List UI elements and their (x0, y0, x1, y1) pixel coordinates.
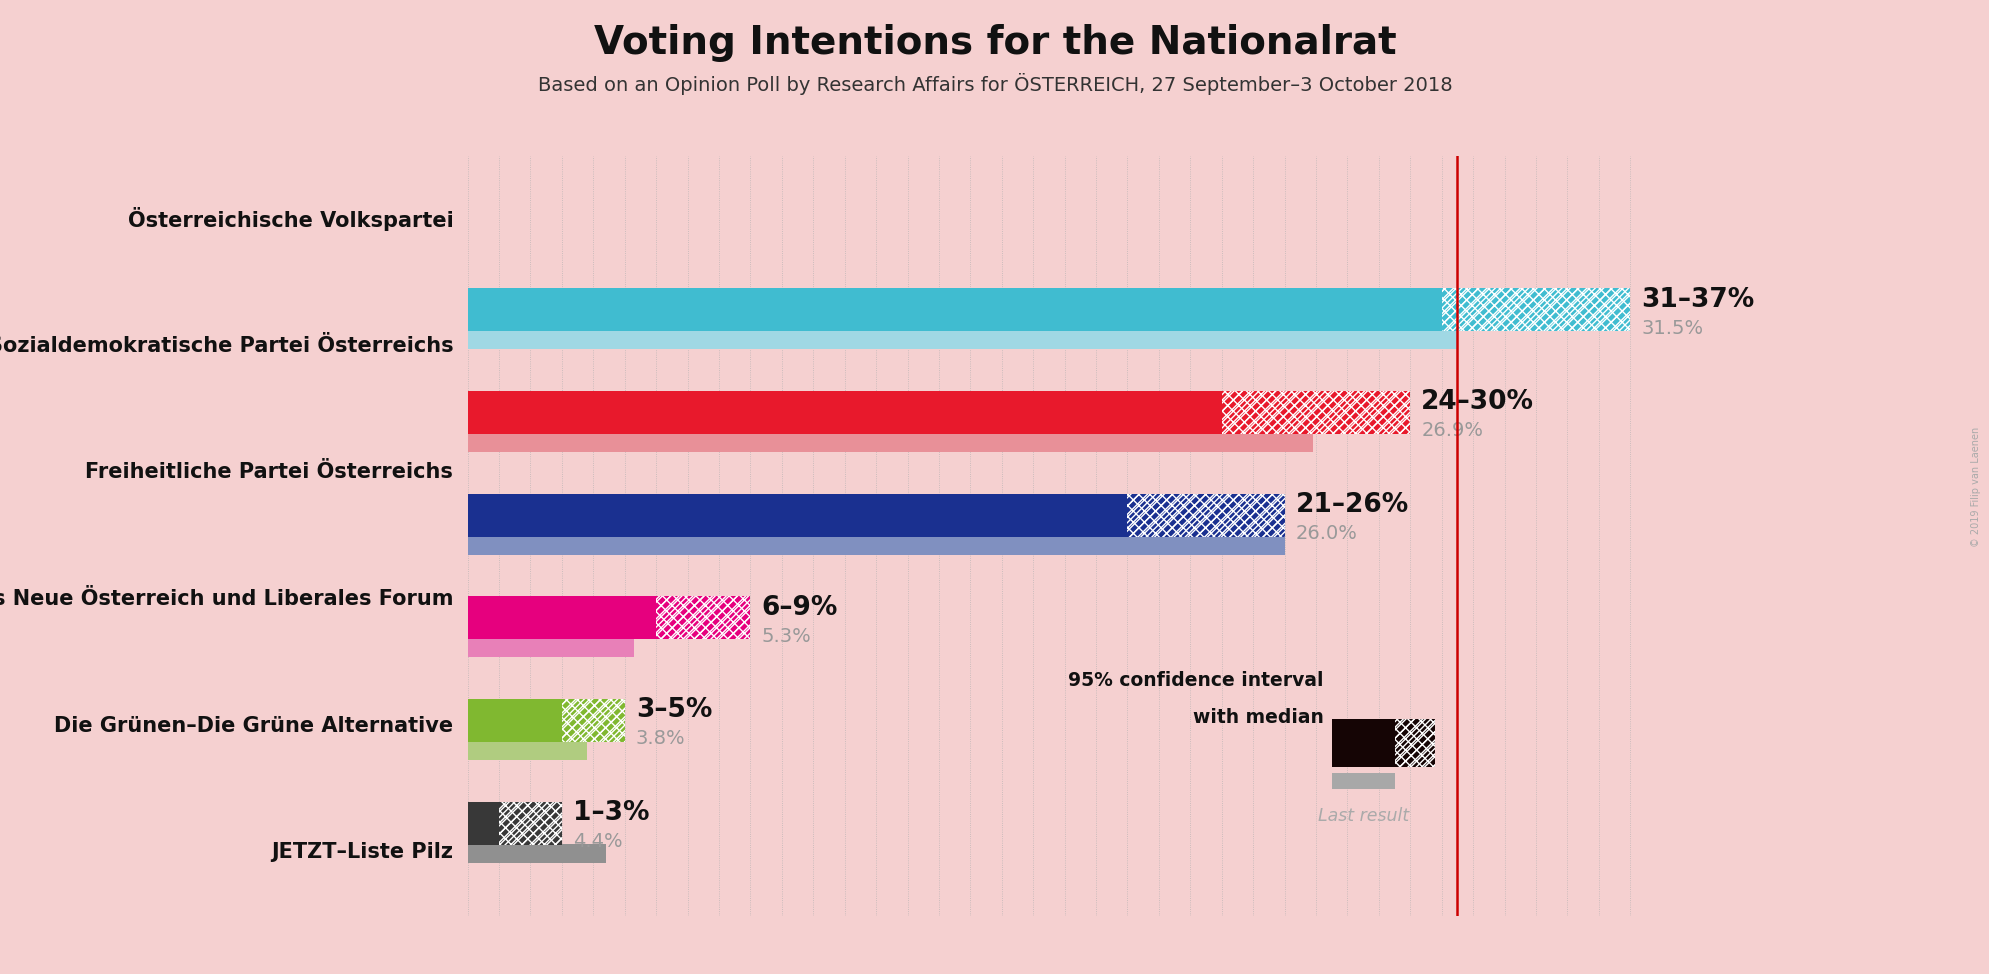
Text: 4.4%: 4.4% (573, 832, 623, 851)
Bar (467, 639, 634, 657)
Bar (561, 699, 625, 742)
Text: Österreichische Volkspartei: Österreichische Volkspartei (127, 207, 453, 231)
Bar (656, 596, 750, 639)
Text: Freiheitliche Partei Österreichs: Freiheitliche Partei Österreichs (86, 463, 453, 482)
Bar (467, 331, 1456, 350)
Bar (467, 802, 499, 844)
Text: JETZT–Liste Pilz: JETZT–Liste Pilz (271, 843, 453, 862)
Bar (1394, 720, 1434, 767)
Bar (1331, 772, 1394, 789)
Text: with median: with median (1191, 708, 1323, 727)
Text: Die Grünen–Die Grüne Alternative: Die Grünen–Die Grüne Alternative (54, 716, 453, 735)
Text: 6–9%: 6–9% (762, 594, 837, 620)
Text: 26.0%: 26.0% (1295, 524, 1356, 543)
Text: Based on an Opinion Poll by Research Affairs for ÖSTERREICH, 27 September–3 Octo: Based on an Opinion Poll by Research Aff… (537, 73, 1452, 95)
Bar (467, 494, 1128, 537)
Bar (467, 844, 605, 863)
Text: Sozialdemokratische Partei Österreichs: Sozialdemokratische Partei Österreichs (0, 336, 453, 356)
Text: Voting Intentions for the Nationalrat: Voting Intentions for the Nationalrat (593, 24, 1396, 62)
Text: 26.9%: 26.9% (1420, 422, 1482, 440)
Text: 31.5%: 31.5% (1641, 318, 1703, 338)
Text: NEOS–Das Neue Österreich und Liberales Forum: NEOS–Das Neue Österreich und Liberales F… (0, 589, 453, 609)
Text: 3.8%: 3.8% (634, 730, 684, 748)
Bar (1221, 391, 1410, 434)
Bar (499, 802, 561, 844)
Bar (656, 596, 750, 639)
Bar (467, 391, 1221, 434)
Bar (656, 596, 750, 639)
Bar (467, 596, 656, 639)
Bar (561, 699, 625, 742)
Bar (467, 699, 561, 742)
Bar (1440, 288, 1629, 331)
Text: 1–3%: 1–3% (573, 800, 648, 826)
Bar (1128, 494, 1285, 537)
Bar (1440, 288, 1629, 331)
Bar (1221, 391, 1410, 434)
Bar (499, 802, 561, 844)
Bar (1331, 720, 1394, 767)
Text: 95% confidence interval: 95% confidence interval (1068, 671, 1323, 690)
Text: 3–5%: 3–5% (634, 697, 712, 724)
Bar (1394, 720, 1434, 767)
Bar (1128, 494, 1285, 537)
Text: 24–30%: 24–30% (1420, 390, 1534, 415)
Text: Last result: Last result (1317, 807, 1408, 825)
Bar (1394, 720, 1434, 767)
Text: 21–26%: 21–26% (1295, 492, 1408, 518)
Text: 5.3%: 5.3% (762, 627, 812, 646)
Bar (561, 699, 625, 742)
Bar (467, 741, 587, 760)
Bar (1440, 288, 1629, 331)
Bar (467, 288, 1440, 331)
Text: 31–37%: 31–37% (1641, 286, 1754, 313)
Bar (467, 433, 1313, 452)
Bar (1128, 494, 1285, 537)
Bar (499, 802, 561, 844)
Bar (467, 536, 1285, 554)
Bar (1221, 391, 1410, 434)
Text: © 2019 Filip van Laenen: © 2019 Filip van Laenen (1969, 427, 1981, 547)
